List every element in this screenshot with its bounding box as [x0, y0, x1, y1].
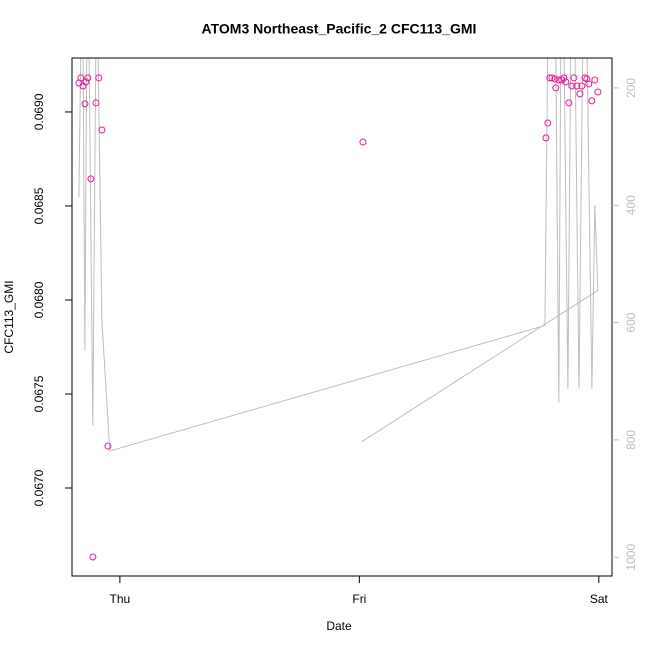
data-point: [84, 74, 92, 82]
data-point: [104, 442, 112, 450]
data-point: [591, 76, 599, 84]
chart-title: ATOM3 Northeast_Pacific_2 CFC113_GMI: [202, 21, 477, 37]
data-point: [98, 126, 106, 134]
y2-tick-label: 800: [624, 430, 638, 450]
data-point: [573, 82, 581, 90]
y-tick-label: 0.0685: [32, 187, 46, 224]
y2-tick-label: 600: [624, 312, 638, 332]
data-point: [92, 99, 100, 107]
data-point: [552, 84, 560, 92]
data-point: [89, 553, 97, 561]
y2-tick-label: 400: [624, 195, 638, 215]
data-point: [585, 80, 593, 88]
data-point: [568, 82, 576, 90]
data-point: [77, 74, 85, 82]
y2-tick-label: 200: [624, 78, 638, 98]
y-tick-label: 0.0670: [32, 469, 46, 506]
data-point: [546, 74, 554, 82]
y2-tick-label: 1000: [624, 544, 638, 571]
data-point: [576, 90, 584, 98]
data-point: [544, 119, 552, 127]
data-point: [565, 99, 573, 107]
data-point: [560, 74, 568, 82]
y-tick-label: 0.0690: [32, 93, 46, 130]
y-axis-label: CFC113_GMI: [2, 280, 16, 353]
data-point: [548, 74, 556, 82]
x-tick-label: Sat: [590, 592, 609, 606]
data-point: [570, 74, 578, 82]
x-tick-label: Thu: [110, 592, 131, 606]
data-point: [95, 74, 103, 82]
y-tick-label: 0.0680: [32, 281, 46, 318]
x-axis-label: Date: [326, 619, 352, 633]
data-point: [359, 138, 367, 146]
data-point: [82, 78, 90, 86]
x-tick-label: Fri: [352, 592, 366, 606]
data-point: [588, 97, 596, 105]
data-point: [87, 175, 95, 183]
data-point: [551, 75, 559, 83]
data-point: [558, 76, 566, 84]
plot-frame: [71, 57, 613, 577]
data-point: [542, 134, 550, 142]
data-point: [578, 82, 586, 90]
plot-area: [75, 58, 602, 561]
data-point: [81, 100, 89, 108]
y-tick-label: 0.0675: [32, 375, 46, 412]
data-point: [562, 78, 570, 86]
data-point: [594, 88, 602, 96]
